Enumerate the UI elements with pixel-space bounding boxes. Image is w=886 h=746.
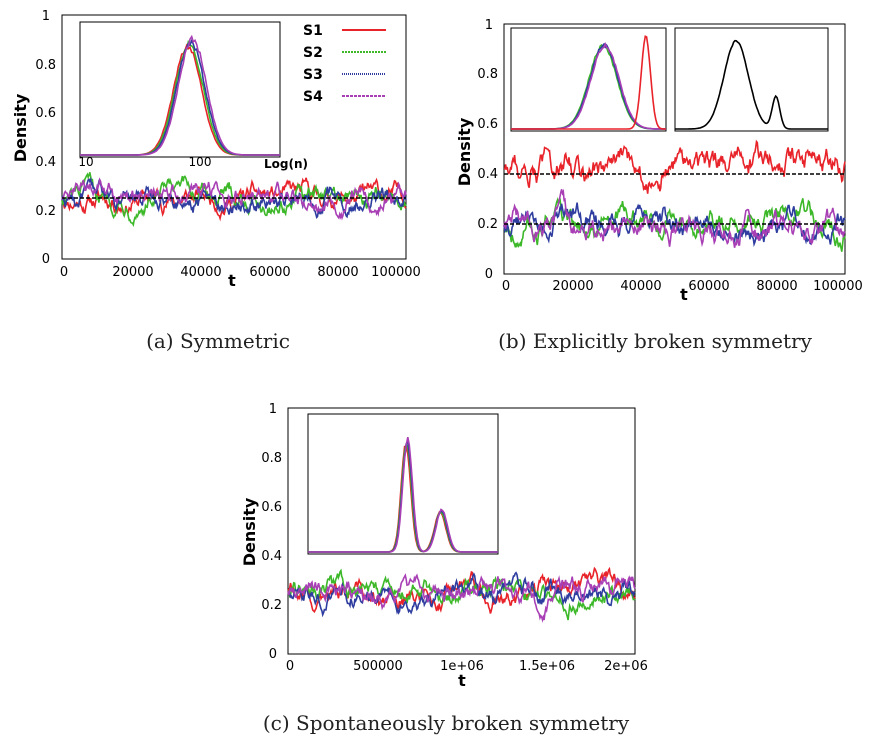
inset-curve-aggregate <box>675 39 828 130</box>
panel-a-xtick-3: 60000 <box>249 265 290 280</box>
panel-b-xtick-4: 80000 <box>756 279 797 294</box>
panel-b-plot-frame <box>503 23 846 275</box>
panel-b-xtick-5: 100000 <box>813 279 863 294</box>
panel-a-series <box>61 172 407 228</box>
panel-a-plot-frame <box>61 14 407 260</box>
series-line-s4 <box>287 573 636 623</box>
panel-a-inset-xlabel: Log(n) <box>264 157 308 171</box>
panel-c-series <box>287 566 636 623</box>
panel-c-plot-frame <box>287 407 636 655</box>
inset-curve-s1 <box>511 35 666 130</box>
panel-a-inset-curves <box>80 34 280 156</box>
panel-a-caption: (a) Symmetric <box>146 329 290 353</box>
panel-a-xtick-1: 20000 <box>112 265 153 280</box>
panel-b-inset1-curves <box>511 35 666 130</box>
legend-label-s3: S3 <box>303 67 323 83</box>
panel-c-xlabel: t <box>458 671 466 690</box>
panel-b-xtick-0: 0 <box>502 279 510 294</box>
panel-a-inset-xtick-0: 10 <box>78 155 93 169</box>
panel-b-xlabel: t <box>680 285 688 304</box>
panel-b-ytick-0: 0 <box>485 267 493 282</box>
panel-a-ytick-3: 0.6 <box>35 106 56 121</box>
panel-b-ytick-1: 0.2 <box>477 217 498 232</box>
panel-b-caption: (b) Explicitly broken symmetry <box>498 329 812 353</box>
panel-c-ytick-5: 1 <box>269 402 277 417</box>
legend-label-s2: S2 <box>303 45 323 61</box>
panel-b-reference-lines <box>504 173 845 225</box>
panel-b-xtick-2: 40000 <box>620 279 661 294</box>
panel-a-xtick-4: 80000 <box>317 265 358 280</box>
panel-b-ytick-3: 0.6 <box>477 117 498 132</box>
panel-c-ytick-1: 0.2 <box>261 598 282 613</box>
panel-a-legend: S1 S2 S3 S4 <box>303 23 386 105</box>
panel-b-ytick-2: 0.4 <box>477 167 498 182</box>
panel-c-inset-curves <box>308 436 498 553</box>
panel-c-ytick-3: 0.6 <box>261 500 282 515</box>
panel-a-xlabel: t <box>228 271 236 290</box>
panel-c-xtick-4: 2e+06 <box>604 659 648 674</box>
series-line-s3 <box>61 176 407 220</box>
inset-curve-s4 <box>80 34 280 156</box>
panel-a-xtick-2: 40000 <box>180 265 221 280</box>
panel-b-ylabel: Density <box>455 117 474 186</box>
inset-curve-s4 <box>308 436 498 553</box>
panel-b-ytick-4: 0.8 <box>477 67 498 82</box>
panel-a-ytick-0: 0 <box>42 252 50 267</box>
panel-a-ylabel: Density <box>11 93 30 162</box>
panel-a-ytick-4: 0.8 <box>35 58 56 73</box>
panel-a-ytick-2: 0.4 <box>35 155 56 170</box>
series-line-s4 <box>61 177 407 221</box>
panel-a-xtick-5: 100000 <box>371 265 421 280</box>
panel-b-inset2-frame <box>674 27 829 132</box>
panel-a: 0 0.2 0.4 0.6 0.8 1 0 20000 40000 60000 … <box>11 9 421 353</box>
panel-c-ytick-4: 0.8 <box>261 451 282 466</box>
panel-b-ytick-5: 1 <box>485 18 493 33</box>
panel-a-inset-frame <box>79 21 281 158</box>
panel-a-ytick-1: 0.2 <box>35 204 56 219</box>
panel-b-inset2-curves <box>675 39 828 130</box>
series-line-s1 <box>504 139 846 194</box>
panel-b-xtick-3: 60000 <box>688 279 729 294</box>
panel-c-ytick-2: 0.4 <box>261 549 282 564</box>
panel-a-ytick-5: 1 <box>42 9 50 24</box>
panel-b-series <box>503 139 846 252</box>
panel-c-caption: (c) Spontaneously broken symmetry <box>263 711 630 735</box>
panel-c-xtick-3: 1.5e+06 <box>519 659 575 674</box>
panel-a-xtick-0: 0 <box>60 265 68 280</box>
panel-b-xtick-1: 20000 <box>552 279 593 294</box>
panel-c-ylabel: Density <box>240 497 259 566</box>
panel-c-xtick-0: 0 <box>286 659 294 674</box>
panel-c-ytick-0: 0 <box>269 647 277 662</box>
panel-c-xtick-2: 1e+06 <box>440 659 484 674</box>
legend-label-s4: S4 <box>303 89 323 105</box>
series-line-s4 <box>503 188 846 248</box>
panel-c-xtick-1: 500000 <box>353 659 403 674</box>
panel-c: 0 0.2 0.4 0.6 0.8 1 0 500000 1e+06 1.5e+… <box>240 402 648 735</box>
legend-label-s1: S1 <box>303 23 323 39</box>
panel-a-inset-xtick-1: 100 <box>189 155 212 169</box>
panel-b: 0 0.2 0.4 0.6 0.8 1 0 20000 40000 60000 … <box>455 18 863 353</box>
